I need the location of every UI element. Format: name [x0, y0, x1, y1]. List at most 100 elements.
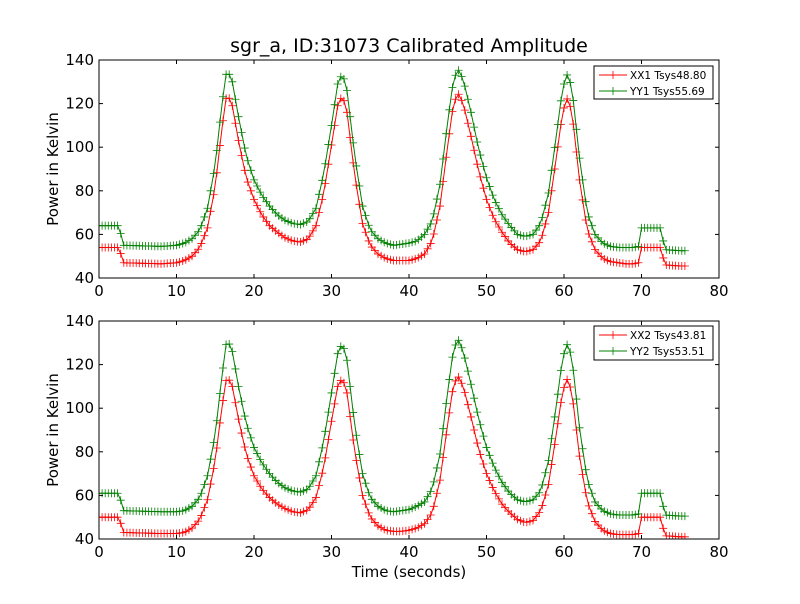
legend-marker [609, 87, 617, 95]
y-tick-label: 140 [65, 51, 94, 69]
data-point-marker [374, 521, 382, 530]
data-point-marker [485, 203, 494, 212]
data-point-marker [225, 376, 234, 385]
data-point-marker [538, 231, 547, 240]
data-point-marker [659, 524, 668, 533]
data-point-marker [312, 471, 320, 480]
data-point-marker [361, 500, 370, 509]
data-point-marker [234, 382, 243, 391]
data-point-marker [417, 251, 426, 260]
data-point-marker [631, 243, 640, 252]
data-point-marker [113, 489, 122, 498]
data-point-marker [203, 471, 212, 480]
data-point-marker [277, 502, 286, 511]
data-point-marker [178, 239, 187, 248]
data-point-marker [321, 453, 330, 462]
data-point-marker [250, 443, 258, 452]
data-point-marker [631, 530, 640, 539]
data-point-marker [377, 236, 386, 245]
data-point-marker [603, 241, 612, 250]
data-point-marker [594, 521, 603, 530]
data-point-marker [603, 508, 612, 517]
series-2 [99, 336, 689, 521]
data-point-marker [380, 238, 389, 247]
data-point-marker [380, 525, 389, 534]
data-point-marker [308, 498, 317, 507]
legend-entry-2: YY2 Tsys53.51 [599, 346, 705, 358]
data-point-marker [436, 449, 444, 458]
data-point-marker [333, 101, 342, 110]
data-point-marker [274, 229, 283, 238]
data-point-marker [181, 238, 190, 247]
data-point-marker [209, 169, 218, 178]
data-point-marker [203, 204, 212, 213]
data-point-marker [277, 481, 286, 490]
legend-entry-1: XX1 Tsys48.80 [599, 70, 706, 82]
data-point-marker [591, 517, 599, 526]
data-point-marker [305, 503, 314, 512]
data-point-marker [333, 79, 342, 88]
data-point-marker [525, 231, 534, 240]
data-point-marker [302, 217, 311, 226]
data-point-marker [606, 242, 615, 251]
data-point-marker [634, 529, 643, 538]
legend-marker [609, 331, 617, 339]
data-point-marker [293, 220, 302, 229]
data-point-marker [324, 408, 333, 417]
data-point-marker [259, 212, 268, 221]
data-point-marker [191, 231, 200, 240]
y-tick-label: 100 [65, 138, 94, 156]
data-point-marker [498, 228, 506, 237]
x-tick-label: 30 [322, 282, 341, 300]
data-point-marker [299, 486, 308, 495]
data-point-marker [525, 496, 534, 505]
x-tick-label: 40 [399, 282, 418, 300]
data-point-marker [374, 502, 382, 511]
data-point-marker [346, 412, 355, 421]
data-point-marker [411, 237, 420, 246]
data-point-marker [175, 240, 184, 249]
data-point-marker [178, 506, 187, 515]
data-point-marker [488, 483, 497, 492]
x-tick-label: 80 [709, 282, 728, 300]
data-point-marker [470, 394, 479, 403]
data-point-marker [473, 137, 482, 146]
data-point-marker [516, 246, 525, 255]
chart-panel-1: 0 10 20 30 40 50 60 70 80 40 60 80 100 120 140 sgr_a, I… [44, 35, 729, 300]
data-point-marker [470, 426, 479, 434]
data-point-marker [578, 470, 587, 479]
data-point-marker [240, 412, 249, 421]
data-point-marker [383, 526, 392, 535]
data-point-marker [522, 518, 531, 527]
data-point-marker [460, 82, 469, 91]
data-point-marker [181, 527, 190, 536]
data-point-marker [318, 176, 327, 185]
data-point-marker [594, 501, 603, 510]
data-point-marker [411, 254, 420, 263]
data-point-marker [215, 418, 224, 427]
data-point-marker [476, 172, 485, 181]
data-point-marker [578, 444, 587, 453]
data-point-marker [538, 480, 547, 489]
data-point-marker [355, 182, 364, 191]
data-point-marker [609, 242, 618, 251]
data-point-marker [188, 502, 196, 511]
data-point-marker [250, 175, 258, 184]
data-point-marker [631, 259, 640, 268]
data-point-marker [212, 416, 221, 425]
y-axis-label: Power in Kelvin [44, 373, 62, 487]
x-tick-label: 10 [167, 282, 186, 300]
data-point-marker [488, 459, 497, 468]
data-point-marker [442, 399, 451, 408]
data-point-marker [262, 197, 271, 206]
data-point-marker [364, 508, 373, 517]
data-point-marker [259, 460, 268, 469]
data-point-marker [200, 231, 209, 240]
data-point-marker [398, 239, 407, 248]
data-point-marker [494, 472, 503, 481]
data-point-marker [299, 507, 308, 516]
data-point-marker [414, 501, 423, 510]
data-point-marker [405, 505, 413, 514]
data-point-marker [318, 443, 327, 452]
data-point-marker [423, 244, 432, 253]
